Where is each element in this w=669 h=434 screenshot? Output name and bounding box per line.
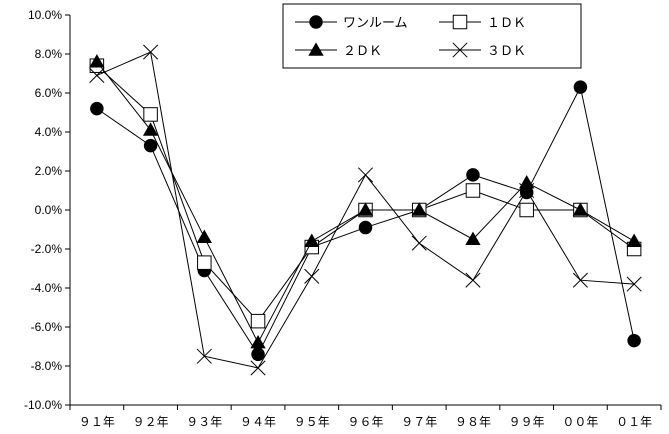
legend-item: ２ＤＫ [295,42,382,58]
x-tick-label: ９１年 [79,415,115,429]
data-point [626,233,642,247]
data-point [304,233,320,247]
data-point [465,231,481,245]
series-2 [89,58,642,329]
data-point [357,167,374,183]
legend-label: ３ＤＫ [487,43,526,58]
x-tick-label: ９２年 [133,415,169,429]
data-point [251,347,265,362]
data-point-stroke [572,272,588,288]
x-tick-label: ９３年 [186,415,222,429]
x-tick-label: ９６年 [347,415,383,429]
data-point [519,202,534,218]
series-4 [89,44,642,376]
y-tick-label: 6.0% [35,86,63,100]
series-1 [90,80,641,362]
legend-item: ワンルーム [295,15,408,30]
x-tick-label: ００年 [562,415,598,429]
legend-marker [309,15,323,29]
legend-item: １ＤＫ [439,14,526,30]
data-point [250,360,266,376]
data-point [466,168,480,182]
y-tick-label: -10.0% [24,398,62,412]
data-point [357,202,374,216]
y-tick-label: -2.0% [31,242,63,256]
data-point-stroke [465,272,481,288]
data-point [519,175,535,189]
y-tick-label: 10.0% [28,8,62,22]
x-tick-label: ９８年 [455,415,491,429]
data-point-stroke [626,276,642,292]
legend-marker [452,42,468,58]
data-point-stroke [196,348,212,364]
data-point [89,54,105,68]
data-point [143,138,158,153]
y-tick-label: 4.0% [35,125,63,139]
legend-label: １ＤＫ [487,15,526,30]
data-point-stroke [89,67,105,84]
data-point [572,272,588,288]
chart-axes: 10.0% 8.0% 6.0% 4.0% 2.0% 0.0% -2.0% -4.0% -6.0%… [24,8,662,429]
data-point [89,67,105,84]
data-point-stroke [304,268,320,284]
legend-label: ワンルーム [343,15,408,30]
y-tick-label: 2.0% [35,164,63,178]
data-point [196,348,212,364]
y-tick-label: 0.0% [35,203,63,217]
data-point [196,229,212,244]
series-layer [89,44,642,376]
data-point [519,182,535,199]
data-point [250,313,266,329]
data-point [143,44,159,60]
data-point [250,334,266,349]
legend-label: ２ＤＫ [343,43,382,58]
x-tick-label: ９４年 [240,415,276,429]
data-point [573,80,588,94]
data-point [143,107,158,122]
legend: ワンルーム １ＤＫ ２ＤＫ ３ＤＫ [282,3,582,69]
legend-box [282,3,582,69]
data-point-stroke [143,44,159,60]
data-point [197,255,212,270]
y-tick-label: 8.0% [35,47,63,61]
x-tick-label: ０１年 [616,415,652,429]
data-point [411,235,427,251]
y-tick-label: -8.0% [31,359,63,373]
series-line [96,65,635,322]
legend-marker [452,14,468,30]
x-tick-label: ９５年 [294,415,330,429]
data-point [465,183,481,198]
legend-item: ３ＤＫ [439,42,526,58]
data-point-stroke [519,182,535,199]
data-point-stroke [250,360,266,376]
data-point [358,220,373,235]
data-point [304,268,320,284]
data-point [411,202,427,216]
legend-marker [308,42,324,56]
data-point [626,276,642,292]
data-point [465,272,481,288]
series-3 [89,54,642,349]
x-tick-label: ９７年 [401,415,437,429]
y-tick-label: -6.0% [31,320,63,334]
data-point [90,101,104,116]
legend-marker-stroke [452,42,468,58]
y-tick-label: -4.0% [31,281,63,295]
data-point [142,122,159,136]
series-line [96,85,635,356]
data-point-stroke [357,167,374,183]
x-tick-label: ９９年 [509,415,545,429]
data-point [627,333,641,348]
data-point-stroke [411,235,427,251]
data-point [572,202,589,216]
